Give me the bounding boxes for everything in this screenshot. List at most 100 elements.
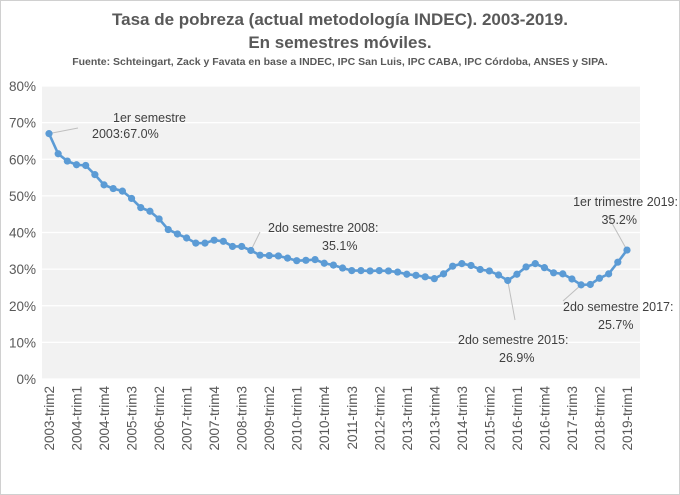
x-tick-label: 2003-trim2 <box>42 386 57 451</box>
data-point <box>522 263 530 271</box>
data-label: 35.1% <box>322 239 357 253</box>
data-point <box>559 270 567 278</box>
y-tick-label: 30% <box>9 262 36 277</box>
data-point <box>458 260 466 268</box>
data-label: 35.2% <box>602 213 637 227</box>
data-point <box>247 246 255 255</box>
data-point <box>72 161 81 169</box>
chart-subtitle: En semestres móviles. <box>248 33 432 52</box>
y-tick-label: 80% <box>9 79 36 94</box>
x-tick-label: 2007-trim1 <box>180 386 195 451</box>
data-point <box>82 161 90 170</box>
x-tick-label: 2009-trim2 <box>262 386 277 451</box>
x-tick-label: 2015-trim2 <box>482 386 497 451</box>
x-tick-label: 2006-trim2 <box>152 386 167 451</box>
data-point <box>173 230 182 238</box>
data-point <box>412 271 420 279</box>
data-point <box>614 258 622 266</box>
chart-title: Tasa de pobreza (actual metodología INDE… <box>112 10 568 29</box>
data-point <box>293 257 301 265</box>
y-tick-label: 0% <box>16 372 36 387</box>
data-point <box>366 267 374 275</box>
x-tick-label: 2016-trim4 <box>537 386 552 451</box>
data-label: 2do semestre 2015: <box>458 333 569 347</box>
series-line <box>47 133 629 287</box>
data-point <box>595 274 604 282</box>
data-point <box>586 280 594 289</box>
data-point <box>430 275 438 283</box>
data-point <box>164 225 172 234</box>
y-tick-label: 10% <box>9 335 36 350</box>
data-point <box>320 259 328 267</box>
data-point <box>513 270 521 278</box>
x-tick-label: 2013-trim4 <box>427 386 442 451</box>
data-point <box>238 242 246 251</box>
data-point <box>219 237 227 245</box>
x-tick-label: 2019-trim1 <box>620 386 635 451</box>
data-point <box>201 239 209 247</box>
data-label: 2003:67.0% <box>92 127 159 141</box>
y-tick-label: 70% <box>9 116 36 131</box>
data-point <box>210 236 218 244</box>
data-point <box>623 246 631 254</box>
data-point <box>274 252 282 260</box>
annotation-leader <box>507 280 516 321</box>
x-tick-label: 2017-trim3 <box>565 386 580 451</box>
x-tick-label: 2008-trim3 <box>235 386 250 451</box>
data-point <box>118 187 126 195</box>
data-point <box>283 254 292 262</box>
data-label: 26.9% <box>499 351 534 365</box>
data-point <box>228 242 237 251</box>
x-tick-label: 2010-trim4 <box>317 386 332 451</box>
data-point <box>485 267 493 275</box>
data-point <box>568 275 576 283</box>
data-label: 1er trimestre 2019: <box>573 195 678 209</box>
data-point <box>439 270 448 278</box>
data-point <box>467 261 475 270</box>
data-point <box>421 273 429 281</box>
data-label: 2do semestre 2017: <box>563 300 674 314</box>
x-tick-label: 2005-trim3 <box>125 386 140 451</box>
data-point <box>577 281 585 289</box>
data-point <box>540 264 549 272</box>
data-label: 2do semestre 2008: <box>268 221 379 235</box>
data-point <box>348 266 356 275</box>
data-point <box>605 270 613 278</box>
x-tick-label: 2016-trim1 <box>510 386 525 451</box>
y-tick-label: 60% <box>9 152 36 167</box>
data-point <box>449 262 457 270</box>
x-tick-label: 2011-trim3 <box>345 386 360 450</box>
annotation-leader <box>48 127 79 135</box>
x-tick-label: 2018-trim2 <box>592 386 607 451</box>
x-tick-label: 2004-trim4 <box>97 386 112 451</box>
data-point <box>146 207 154 215</box>
data-point <box>265 251 273 260</box>
data-point <box>550 269 558 277</box>
x-tick-label: 2004-trim1 <box>70 386 85 451</box>
data-label: 25.7% <box>598 318 633 332</box>
x-tick-label: 2014-trim3 <box>455 386 470 451</box>
data-point <box>256 251 264 259</box>
annotation-leader <box>562 284 582 302</box>
data-point <box>91 171 99 179</box>
x-tick-label: 2013-trim1 <box>400 386 415 451</box>
data-point <box>504 276 512 285</box>
annotation-leader <box>607 215 628 251</box>
data-point <box>531 260 539 268</box>
data-point <box>192 239 200 247</box>
data-point <box>183 234 191 242</box>
y-tick-label: 20% <box>9 299 36 314</box>
data-point <box>375 266 383 275</box>
data-point <box>137 203 145 212</box>
data-point <box>54 150 62 158</box>
data-point <box>384 267 393 275</box>
data-point <box>109 184 117 193</box>
data-point <box>155 215 163 223</box>
data-point <box>476 265 484 274</box>
y-tick-label: 40% <box>9 226 36 241</box>
data-point <box>63 157 71 165</box>
data-point <box>494 271 503 279</box>
data-point <box>45 130 53 138</box>
chart-source: Fuente: Schteingart, Zack y Favata en ba… <box>72 56 608 68</box>
